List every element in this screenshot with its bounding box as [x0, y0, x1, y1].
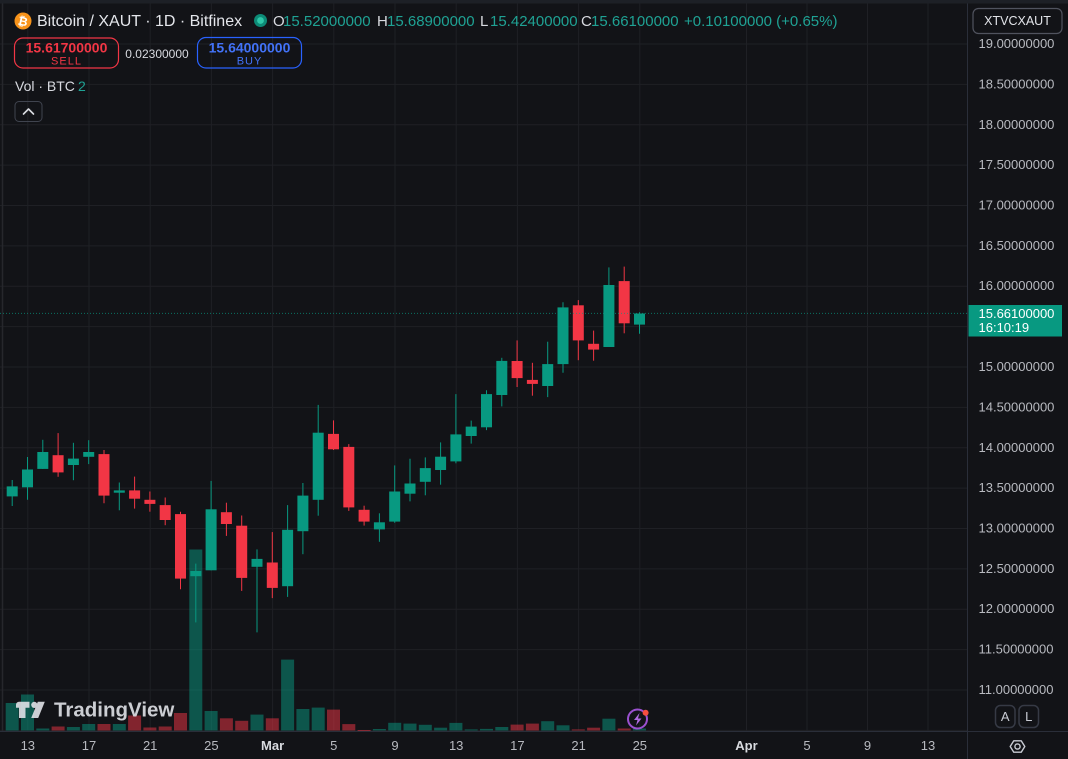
svg-text:O: O — [273, 13, 285, 30]
svg-text:17.50000000: 17.50000000 — [979, 157, 1055, 172]
svg-text:16.00000000: 16.00000000 — [979, 278, 1055, 293]
svg-text:13.00000000: 13.00000000 — [979, 521, 1055, 536]
svg-text:2: 2 — [78, 78, 86, 94]
svg-text:25: 25 — [204, 738, 218, 753]
svg-text:Vol · BTC: Vol · BTC — [15, 78, 75, 94]
svg-text:5: 5 — [803, 738, 810, 753]
svg-text:17: 17 — [510, 738, 524, 753]
svg-text:25: 25 — [633, 738, 647, 753]
svg-text:15.66100000: 15.66100000 — [979, 306, 1055, 321]
svg-text:+0.10100000 (+0.65%): +0.10100000 (+0.65%) — [684, 13, 837, 30]
svg-text:A: A — [1001, 709, 1010, 724]
svg-text:9: 9 — [864, 738, 871, 753]
svg-text:18.50000000: 18.50000000 — [979, 76, 1055, 91]
svg-text:9: 9 — [391, 738, 398, 753]
svg-text:5: 5 — [330, 738, 337, 753]
svg-text:XTVCXAUT: XTVCXAUT — [984, 14, 1051, 28]
svg-text:H: H — [377, 13, 388, 30]
svg-text:17: 17 — [82, 738, 96, 753]
svg-text:15.00000000: 15.00000000 — [979, 359, 1055, 374]
svg-text:12.50000000: 12.50000000 — [979, 561, 1055, 576]
svg-text:14.00000000: 14.00000000 — [979, 440, 1055, 455]
svg-text:11.00000000: 11.00000000 — [979, 682, 1054, 697]
svg-text:16:10:19: 16:10:19 — [979, 320, 1030, 335]
svg-text:12.00000000: 12.00000000 — [979, 601, 1055, 616]
svg-text:15.42400000: 15.42400000 — [490, 13, 578, 30]
svg-text:Apr: Apr — [735, 738, 757, 753]
svg-text:L: L — [480, 13, 488, 30]
svg-text:SELL: SELL — [51, 56, 82, 68]
svg-text:0.02300000: 0.02300000 — [125, 47, 189, 61]
svg-text:13.50000000: 13.50000000 — [979, 480, 1055, 495]
svg-text:L: L — [1025, 709, 1032, 724]
svg-text:TradingView: TradingView — [54, 699, 174, 722]
svg-text:13: 13 — [449, 738, 463, 753]
svg-text:15.64000000: 15.64000000 — [209, 40, 291, 56]
svg-text:21: 21 — [571, 738, 585, 753]
svg-text:14.50000000: 14.50000000 — [979, 399, 1055, 414]
svg-text:Bitcoin / XAUT · 1D · Bitfinex: Bitcoin / XAUT · 1D · Bitfinex — [37, 13, 242, 30]
svg-text:11.50000000: 11.50000000 — [979, 642, 1054, 657]
svg-text:15.52000000: 15.52000000 — [283, 13, 371, 30]
svg-text:21: 21 — [143, 738, 157, 753]
svg-text:13: 13 — [21, 738, 35, 753]
svg-text:19.00000000: 19.00000000 — [979, 36, 1055, 51]
svg-text:15.66100000: 15.66100000 — [591, 13, 679, 30]
svg-text:C: C — [581, 13, 592, 30]
svg-text:Mar: Mar — [261, 738, 284, 753]
svg-text:15.68900000: 15.68900000 — [387, 13, 475, 30]
svg-text:15.61700000: 15.61700000 — [26, 40, 108, 56]
svg-text:16.50000000: 16.50000000 — [979, 238, 1055, 253]
svg-text:₿: ₿ — [17, 14, 30, 30]
svg-text:13: 13 — [921, 738, 935, 753]
svg-text:18.00000000: 18.00000000 — [979, 117, 1055, 132]
svg-text:17.00000000: 17.00000000 — [979, 198, 1055, 213]
svg-text:BUY: BUY — [237, 56, 263, 68]
